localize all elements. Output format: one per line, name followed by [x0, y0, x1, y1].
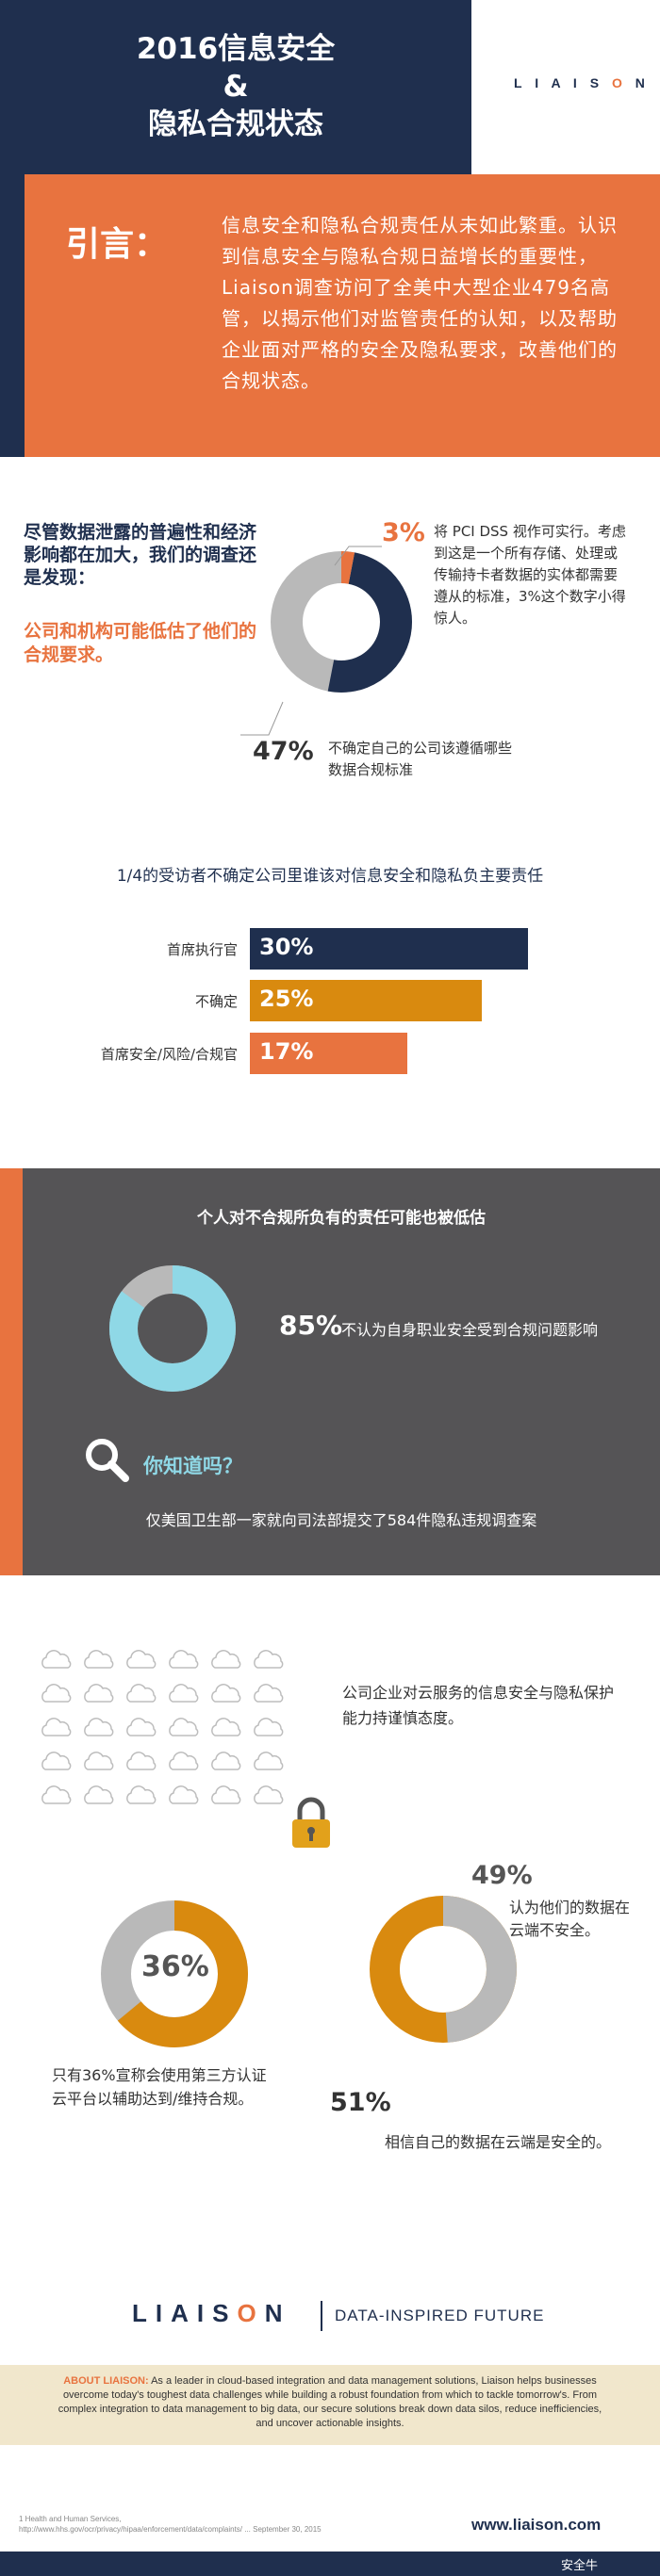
personal-liability-section: 个人对不合规所负有的责任可能也被低估 85% 不认为自身职业安全受到合规问题影响…: [0, 1168, 660, 1575]
footnote: 1 Health and Human Services, http://www.…: [19, 2515, 322, 2534]
liaison-logo: L I A I S O N: [514, 75, 650, 90]
about-heading: ABOUT LIAISON:: [63, 2375, 149, 2387]
title-line-3: 隐私合规状态: [148, 107, 323, 141]
cloud-icon: [211, 1650, 241, 1669]
intro-section: 引言： 信息安全和隐私合规责任从未如此繁重。认识到信息安全与隐私合规日益增长的重…: [0, 174, 660, 457]
stat-51-description: 相信自己的数据在云端是安全的。: [385, 2133, 612, 2151]
cloud-icon: [254, 1684, 284, 1703]
cloud-icon: [41, 1752, 72, 1770]
stat-49-percent: 49%: [471, 1861, 533, 1890]
compliance-donut-chart: [271, 551, 412, 693]
hhs-fact: 仅美国卫生部一家就向司法部提交了584件隐私违规调查案: [145, 1511, 537, 1529]
bar-row-unsure: 不确定 25%: [0, 980, 660, 1021]
cloud-icon: [211, 1752, 241, 1770]
bar-label: 首席安全/风险/合规官: [100, 1046, 238, 1063]
cloud-icon: [126, 1785, 157, 1804]
career-risk-donut-chart: [109, 1265, 236, 1392]
cloud-icon: [84, 1752, 114, 1770]
cloud-icon: [169, 1752, 199, 1770]
page-title: 2016信息安全 & 隐私合规状态: [28, 30, 443, 143]
cloud-icon: [84, 1785, 114, 1804]
donut-gold-segment: [101, 1900, 248, 2047]
cloud-icon: [41, 1684, 72, 1703]
magnifier-icon: [86, 1439, 129, 1482]
responsibility-title: 1/4的受访者不确定公司里谁该对信息安全和隐私负主要责任: [116, 867, 544, 886]
stat-85-percent: 85%: [279, 1310, 343, 1341]
cloud-icon: [41, 1785, 72, 1804]
title-line-2: &: [223, 70, 249, 104]
cloud-safety-donut-chart: [370, 1896, 517, 2043]
intro-accent-strip: [0, 174, 25, 457]
header: 2016信息安全 & 隐私合规状态 L I A I S O N: [0, 0, 660, 174]
about-band: [0, 2365, 660, 2445]
bar-fill: 25%: [250, 980, 482, 1021]
cloud-icon: [41, 1718, 72, 1736]
stat-47-percent: 47%: [253, 737, 314, 766]
cloud-icon: [169, 1718, 199, 1736]
cloud-icon: [211, 1684, 241, 1703]
about-liaison: ABOUT LIAISON: As a leader in cloud-base…: [57, 2374, 603, 2431]
stat-51-percent: 51%: [330, 2088, 391, 2117]
bar-fill: 17%: [250, 1033, 407, 1074]
third-party-cloud-donut-chart: [101, 1900, 248, 2047]
footer-bar: [0, 2552, 660, 2576]
callout-line-47: [240, 701, 284, 736]
donut-grey-segment: [370, 1896, 517, 2043]
donut-navy-segment: [271, 551, 412, 693]
footer-logo-divider: [321, 2301, 322, 2331]
bar-label: 不确定: [194, 993, 238, 1010]
section1-highlight: 公司和机构可能低估了他们的合规要求。: [24, 621, 257, 665]
header-title-panel: 2016信息安全 & 隐私合规状态: [0, 0, 471, 174]
cloud-icon: [84, 1684, 114, 1703]
cloud-icon: [169, 1650, 199, 1669]
intro-label: 引言：: [66, 225, 169, 264]
cloud-icon: [254, 1752, 284, 1770]
cloud-icon: [84, 1718, 114, 1736]
callout-line-3: [334, 546, 382, 566]
did-you-know-heading: 你知道吗？: [143, 1455, 242, 1477]
footer-tagline: DATA-INSPIRED FUTURE: [335, 2307, 545, 2324]
bar-label: 首席执行官: [166, 941, 238, 958]
title-line-1: 2016信息安全: [136, 32, 336, 66]
footer-brand: LIAISON: [132, 2299, 291, 2327]
stat-3-description: 将 PCI DSS 视作可实行。考虑到这是一个所有存储、处理或传输持卡者数据的实…: [434, 523, 626, 627]
stat-85-description: 不认为自身职业安全受到合规问题影响: [341, 1321, 599, 1339]
donut-cyan-segment: [109, 1265, 236, 1392]
section3-title: 个人对不合规所负有的责任可能也被低估: [197, 1209, 486, 1228]
cloud-icon: [169, 1684, 199, 1703]
website-link[interactable]: www.liaison.com: [471, 2516, 602, 2534]
section3-accent-strip: [0, 1168, 23, 1575]
bar-row-cso: 首席安全/风险/合规官 17%: [0, 1033, 660, 1074]
lock-icon: [292, 1797, 330, 1848]
bar-fill: 30%: [250, 928, 528, 970]
watermark: 安全牛: [561, 2559, 599, 2573]
section1-lead: 尽管数据泄露的普遍性和经济影响都在加大，我们的调查还是发现：: [24, 522, 257, 588]
cloud-icon: [126, 1684, 157, 1703]
cloud-icon: [254, 1650, 284, 1669]
bar-value: 30%: [259, 934, 314, 960]
cloud-icon: [211, 1785, 241, 1804]
stat-47-description: 不确定自己的公司该遵循哪些数据合规标准: [328, 740, 513, 778]
cloud-icon: [126, 1752, 157, 1770]
stat-36-description: 只有36%宣称会使用第三方认证云平台以辅助达到/维持合规。: [52, 2066, 267, 2108]
about-text: As a leader in cloud-based integration a…: [58, 2375, 602, 2429]
cloud-icon: [211, 1718, 241, 1736]
cloud-icon: [84, 1650, 114, 1669]
cloud-icon: [126, 1718, 157, 1736]
stat-36-percent: 36%: [141, 1950, 209, 1983]
donut-orange-segment: [271, 551, 412, 693]
bar-value: 25%: [259, 986, 314, 1012]
cloud-icon: [41, 1650, 72, 1669]
cloud-icon: [254, 1785, 284, 1804]
intro-text: 信息安全和隐私合规责任从未如此繁重。认识到信息安全与隐私合规日益增长的重要性，L…: [222, 214, 618, 392]
cloud-icon: [254, 1718, 284, 1736]
bar-row-ceo: 首席执行官 30%: [0, 928, 660, 970]
stat-3-percent: 3%: [382, 518, 425, 547]
stat-49-description: 认为他们的数据在云端不安全。: [509, 1899, 631, 1939]
cloud-intro: 公司企业对云服务的信息安全与隐私保护能力持谨慎态度。: [342, 1684, 615, 1727]
bar-value: 17%: [259, 1038, 314, 1065]
cloud-icon: [169, 1785, 199, 1804]
cloud-icon: [126, 1650, 157, 1669]
cloud-icon-grid: [38, 1649, 302, 1818]
